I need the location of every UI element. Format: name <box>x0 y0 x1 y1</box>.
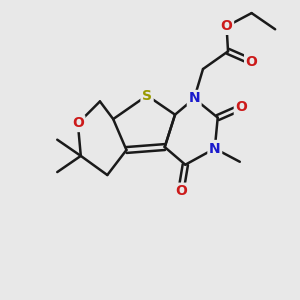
Text: O: O <box>235 100 247 114</box>
Text: O: O <box>175 184 187 198</box>
Text: O: O <box>72 116 84 130</box>
Text: O: O <box>220 19 232 33</box>
Text: N: N <box>209 142 220 155</box>
Text: S: S <box>142 88 152 103</box>
Text: O: O <box>246 55 257 69</box>
Text: N: N <box>188 92 200 106</box>
